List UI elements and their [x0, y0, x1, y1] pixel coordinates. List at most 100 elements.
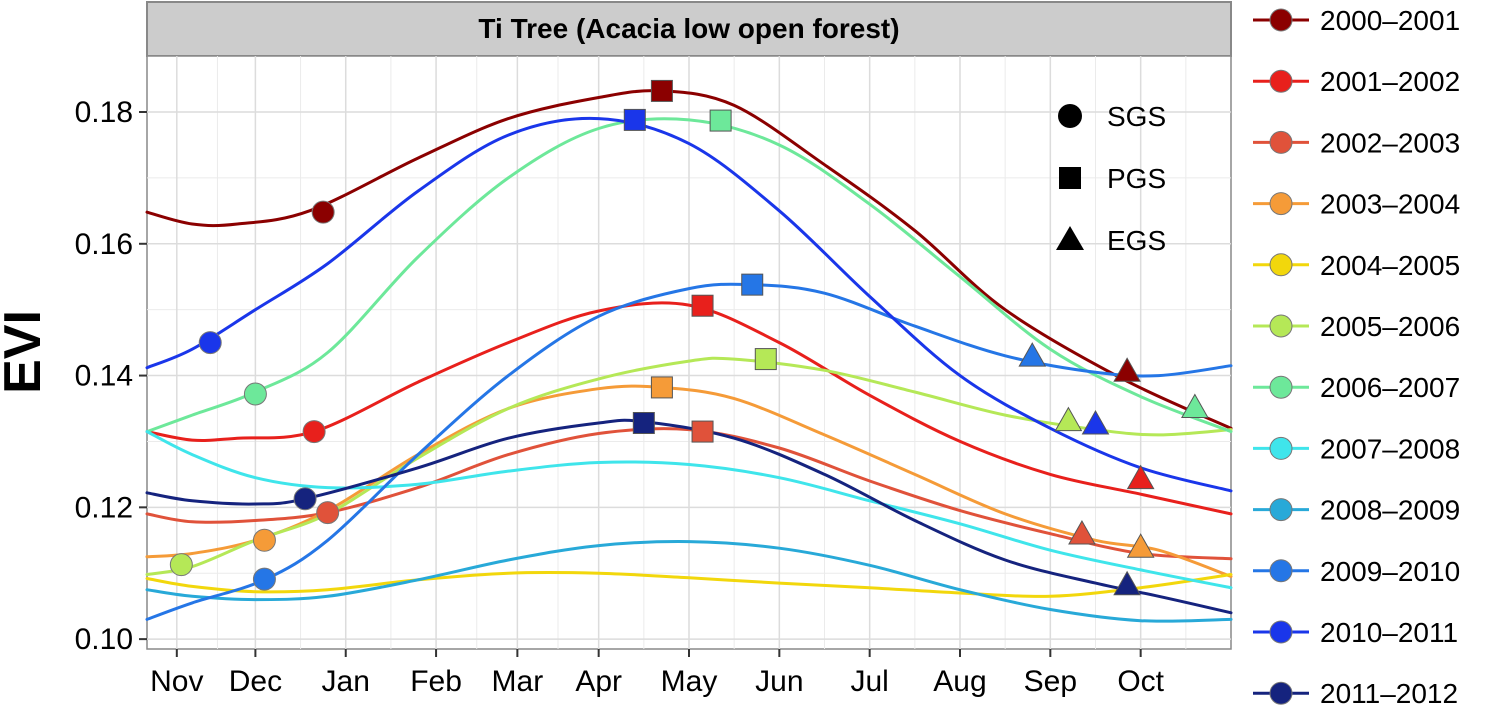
- sgs-marker-2010-2011: [198, 331, 222, 355]
- legend-circle-swatch: [1269, 69, 1293, 93]
- y-tick-label-2: 0.14: [75, 360, 133, 393]
- marker-legend: SGS PGS EGS: [1056, 101, 1166, 256]
- legend-label: 2009–2010: [1320, 556, 1460, 587]
- pgs-marker-2000-2001: [650, 79, 673, 102]
- legend-circle-swatch: [1269, 314, 1293, 338]
- series-markers: [169, 79, 1209, 596]
- series-line-2010-2011: [145, 116, 1233, 493]
- legend-item-2004-2005: 2004–2005: [1253, 250, 1460, 281]
- legend-item-2002-2003: 2002–2003: [1253, 127, 1460, 158]
- series-line-2008-2009: [145, 540, 1233, 623]
- legend-circle-swatch: [1269, 436, 1293, 460]
- pgs-marker-2010-2011: [623, 108, 646, 131]
- egs-marker-2011-2012: [1113, 570, 1141, 596]
- legend-label: 2001–2002: [1320, 66, 1460, 97]
- panel-header: Ti Tree (Acacia low open forest): [146, 1, 1232, 57]
- legend-circle-swatch: [1269, 559, 1293, 583]
- marker-legend-item-sgs: SGS: [1058, 101, 1166, 132]
- y-tick-label-1: 0.12: [75, 491, 133, 524]
- x-tick-label-may: May: [661, 665, 718, 698]
- legend-label: 2002–2003: [1320, 127, 1460, 158]
- marker-legend-label: SGS: [1107, 101, 1166, 132]
- legend-circle-swatch: [1269, 375, 1293, 399]
- x-tick-label-jul: Jul: [850, 665, 888, 698]
- x-tick-label-jan: Jan: [322, 665, 370, 698]
- square-shape-icon: [1059, 167, 1081, 189]
- legend-label: 2006–2007: [1320, 372, 1460, 403]
- x-tick-label-oct: Oct: [1117, 665, 1164, 698]
- sgs-marker-2006-2007: [243, 382, 267, 406]
- series-line-2009-2010: [145, 282, 1233, 621]
- x-tick-label-aug: Aug: [933, 665, 986, 698]
- legend-label: 2003–2004: [1320, 189, 1460, 220]
- x-tick-label-mar: Mar: [492, 665, 544, 698]
- x-tick-label-dec: Dec: [229, 665, 282, 698]
- legend-label: 2005–2006: [1320, 311, 1460, 342]
- pgs-marker-2009-2010: [741, 273, 764, 296]
- y-axis: 0.10 0.12 0.14 0.16 0.18: [75, 96, 147, 656]
- circle-shape-icon: [1058, 104, 1082, 128]
- egs-marker-2000-2001: [1113, 357, 1141, 382]
- x-tick-label-nov: Nov: [150, 665, 203, 698]
- sgs-marker-2000-2001: [311, 200, 335, 224]
- legend-item-2000-2001: 2000–2001: [1253, 5, 1460, 36]
- pgs-marker-2011-2012: [632, 412, 655, 435]
- y-tick-label-4: 0.18: [75, 96, 133, 129]
- series-line-2006-2007: [145, 117, 1233, 434]
- egs-marker-2001-2002: [1126, 464, 1155, 490]
- pgs-marker-2001-2002: [691, 294, 714, 317]
- legend-item-2003-2004: 2003–2004: [1253, 189, 1460, 220]
- legend-label: 2004–2005: [1320, 250, 1460, 281]
- pgs-marker-2005-2006: [754, 348, 777, 371]
- y-tick-label-0: 0.10: [75, 623, 133, 656]
- sgs-marker-2003-2004: [252, 528, 276, 552]
- marker-legend-label: EGS: [1107, 225, 1166, 256]
- plot-area: SGS PGS EGS: [145, 55, 1233, 650]
- legend-circle-swatch: [1269, 620, 1293, 644]
- legend-item-2011-2012: 2011–2012: [1253, 678, 1458, 709]
- legend-item-2008-2009: 2008–2009: [1253, 495, 1460, 526]
- legend-item-2007-2008: 2007–2008: [1253, 433, 1460, 464]
- egs-marker-2006-2007: [1181, 393, 1209, 419]
- x-tick-label-feb: Feb: [410, 665, 462, 698]
- pgs-marker-2006-2007: [709, 109, 732, 132]
- panel-title: Ti Tree (Acacia low open forest): [478, 13, 899, 44]
- legend-item-2010-2011: 2010–2011: [1253, 617, 1458, 648]
- series-line-2011-2012: [145, 418, 1233, 615]
- legend-item-2006-2007: 2006–2007: [1253, 372, 1460, 403]
- legend-circle-swatch: [1269, 130, 1293, 154]
- series-line-2004-2005: [145, 571, 1233, 598]
- sgs-marker-2009-2010: [252, 567, 276, 591]
- legend-circle-swatch: [1269, 498, 1293, 522]
- egs-marker-2010-2011: [1081, 409, 1110, 435]
- x-tick-label-apr: Apr: [575, 665, 622, 698]
- legend-item-2009-2010: 2009–2010: [1253, 556, 1460, 587]
- series-line-2002-2003: [145, 427, 1233, 561]
- sgs-marker-2005-2006: [169, 553, 193, 577]
- legend-circle-swatch: [1269, 192, 1293, 216]
- legend-label: 2007–2008: [1320, 433, 1460, 464]
- legend-item-2001-2002: 2001–2002: [1253, 66, 1460, 97]
- series-line-2005-2006: [145, 356, 1233, 576]
- legend-circle-swatch: [1269, 681, 1293, 705]
- egs-marker-2009-2010: [1018, 342, 1047, 367]
- legend-label: 2008–2009: [1320, 495, 1460, 526]
- legend-item-2005-2006: 2005–2006: [1253, 311, 1460, 342]
- pgs-marker-2002-2003: [691, 420, 714, 443]
- triangle-shape-icon: [1056, 226, 1084, 250]
- sgs-marker-2001-2002: [302, 420, 326, 444]
- x-tick-label-jun: Jun: [755, 665, 803, 698]
- egs-marker-2002-2003: [1068, 519, 1096, 545]
- sgs-marker-2011-2012: [293, 487, 317, 511]
- y-axis-label: EVI: [0, 310, 52, 394]
- pgs-marker-2003-2004: [650, 376, 673, 399]
- sgs-marker-2002-2003: [316, 501, 340, 525]
- panel-header-strip: [146, 1, 1232, 57]
- legend-circle-swatch: [1269, 253, 1293, 277]
- x-tick-label-sep: Sep: [1024, 665, 1077, 698]
- series-legend: 2000–2001 2001–2002 2002–2003 2003–2004 2004…: [1253, 5, 1460, 709]
- series-line-2007-2008: [145, 430, 1233, 590]
- legend-label: 2011–2012: [1320, 678, 1458, 709]
- marker-legend-item-egs: EGS: [1056, 225, 1166, 256]
